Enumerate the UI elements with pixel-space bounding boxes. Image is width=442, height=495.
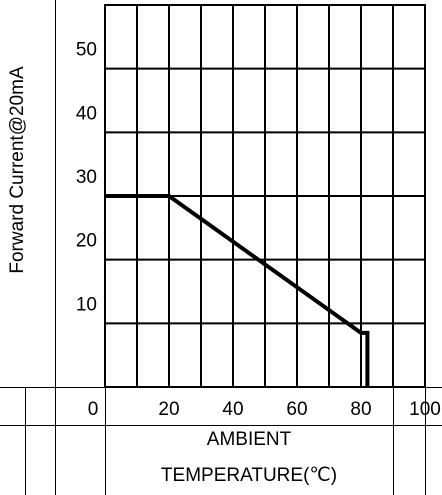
y-tick-label: 50 [76,40,97,61]
y-tick-label: 20 [76,231,97,252]
x-axis-label: AMBIENT [207,429,292,450]
x-tick-label: 60 [286,399,307,420]
y-tick-label: 40 [76,103,97,124]
y-axis-label: Forward Current@20mA [7,66,28,274]
x-tick-label: 100 [409,399,441,420]
x-tick-label: 40 [222,399,243,420]
y-tick-label: 30 [76,167,97,188]
x-tick-label: 80 [350,399,371,420]
data-line [105,194,370,387]
x-tick-label: 20 [158,399,179,420]
x-tick-label: 0 [88,399,99,420]
y-tick-label: 10 [76,294,97,315]
x-axis-label: TEMPERATURE(℃) [161,465,337,486]
